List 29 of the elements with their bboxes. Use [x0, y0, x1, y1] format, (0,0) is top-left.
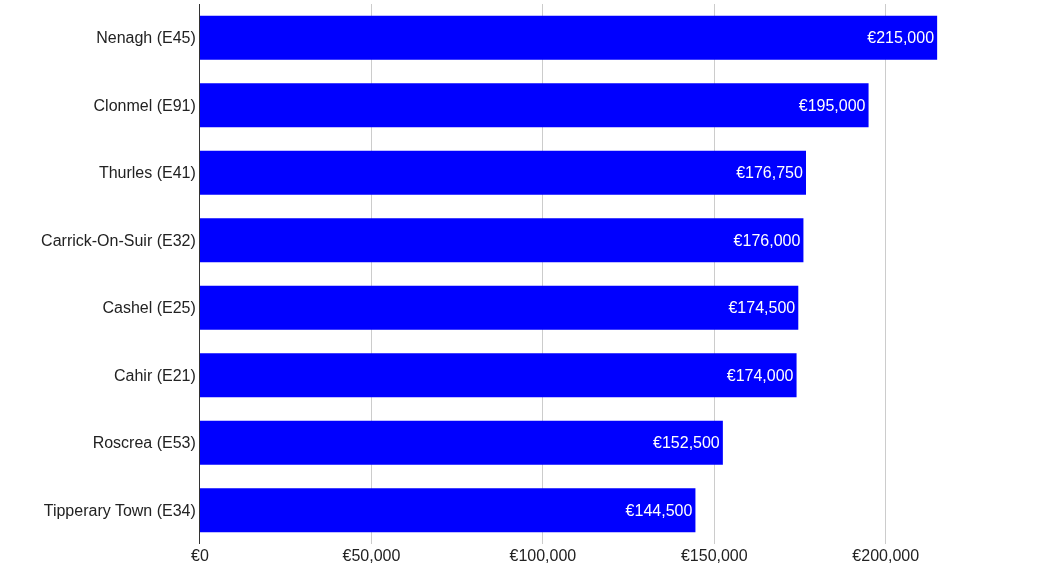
bar: [200, 15, 938, 60]
y-tick-label: Tipperary Town (E34): [43, 501, 196, 519]
y-tick-label: Thurles (E41): [98, 164, 196, 182]
data-label: €215,000: [867, 29, 935, 47]
x-tick-label: €200,000: [852, 547, 920, 564]
data-label: €176,750: [736, 164, 803, 182]
data-label: €174,000: [726, 366, 794, 384]
data-label: €195,000: [798, 96, 866, 114]
bar: [200, 353, 797, 398]
bar: [200, 150, 806, 195]
bar: [200, 488, 696, 533]
y-tick-label: Cashel (E25): [102, 299, 196, 317]
data-label: €176,000: [733, 231, 801, 249]
x-tick-label: €150,000: [680, 547, 748, 564]
bar: [200, 83, 869, 128]
x-tick-label: €100,000: [509, 547, 577, 564]
y-tick-label: Roscrea (E53): [92, 434, 196, 452]
y-tick-label: Cahir (E21): [113, 366, 196, 384]
y-tick-label: Nenagh (E45): [96, 29, 196, 47]
x-tick-label: €50,000: [342, 547, 401, 564]
x-tick-label: €0: [191, 547, 209, 564]
data-label: €152,500: [653, 434, 720, 452]
bar: [200, 420, 723, 465]
data-label: €144,500: [625, 501, 693, 519]
data-label: €174,500: [728, 299, 796, 317]
bar: [200, 218, 804, 263]
y-tick-label: Carrick-On-Suir (E32): [41, 231, 196, 249]
y-tick-label: Clonmel (E91): [93, 96, 196, 114]
bar: [200, 285, 799, 330]
